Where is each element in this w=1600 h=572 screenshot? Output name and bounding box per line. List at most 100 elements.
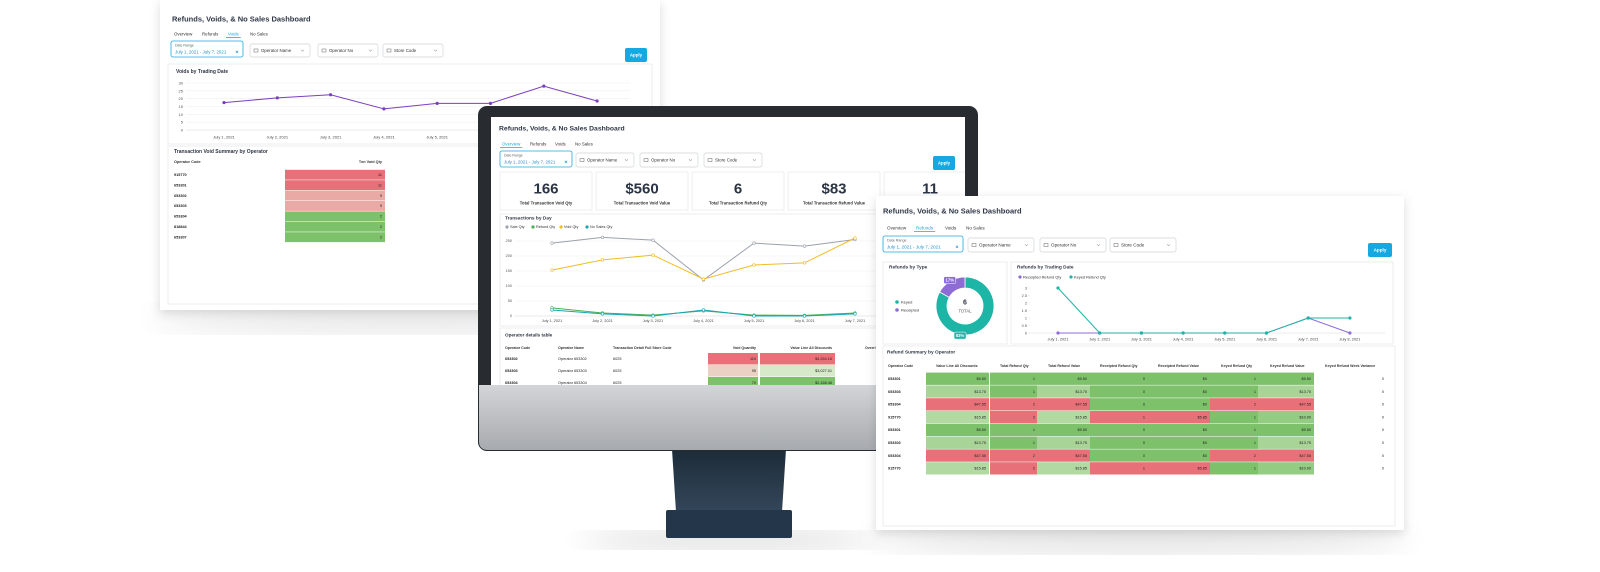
heat-cell <box>1258 436 1314 449</box>
table-cell: 2 <box>380 215 382 219</box>
value-label-bg <box>953 331 967 340</box>
heat-cell <box>1037 372 1090 385</box>
apply-button[interactable] <box>933 156 955 170</box>
table-cell: 0 <box>1382 441 1384 445</box>
filter-select[interactable] <box>249 43 311 58</box>
tab[interactable]: Overview <box>887 226 907 231</box>
heat-cell <box>1037 423 1090 437</box>
heat-cell <box>285 211 385 222</box>
tab[interactable]: Overview <box>174 32 193 37</box>
filter-icon <box>579 158 585 162</box>
heat-cell <box>1037 398 1090 411</box>
data-point <box>600 312 605 316</box>
x-tick-label: July 3, 2021 <box>1131 337 1152 342</box>
filter-select[interactable] <box>639 152 699 168</box>
column-header: Total Refund Qty <box>1000 364 1029 368</box>
data-point <box>752 314 756 318</box>
table-cell: 1 <box>1254 390 1256 394</box>
heat-cell <box>1037 462 1090 475</box>
clear-icon[interactable] <box>564 160 568 164</box>
table-cell: $5.50 <box>976 428 986 432</box>
apply-label[interactable]: Apply <box>630 53 643 58</box>
filter-select[interactable] <box>967 237 1035 253</box>
data-point <box>802 314 807 318</box>
table-cell: 653304 <box>174 215 188 219</box>
filter-select[interactable] <box>317 43 379 58</box>
series-line <box>1057 287 1350 334</box>
heat-cell <box>990 449 1037 462</box>
data-point <box>550 308 554 312</box>
legend-label: Void Qty <box>564 225 578 229</box>
y-tick-label: 20 <box>179 96 184 101</box>
filter-select[interactable] <box>575 152 635 168</box>
series-line <box>223 85 598 110</box>
table-cell: 0 <box>1143 390 1145 394</box>
tab[interactable]: No Sales <box>966 226 985 231</box>
clear-icon[interactable] <box>235 50 239 54</box>
tab[interactable]: Refunds <box>916 226 934 231</box>
heat-cell <box>990 411 1037 424</box>
apply-label[interactable]: Apply <box>1374 248 1387 253</box>
data-point <box>651 314 655 318</box>
date-range-picker[interactable] <box>170 40 244 58</box>
filter-select[interactable] <box>1109 237 1177 253</box>
filter-select[interactable] <box>382 43 444 58</box>
tab[interactable]: No Sales <box>575 142 594 147</box>
legend-swatch <box>895 300 899 304</box>
date-range-picker[interactable] <box>882 235 964 253</box>
table-cell: $0 <box>1203 377 1207 381</box>
apply-button[interactable] <box>625 48 647 62</box>
filter-label: Store Code <box>394 48 417 53</box>
table-cell: 915770 <box>888 415 901 419</box>
clear-icon[interactable] <box>955 245 959 249</box>
filter-icon <box>971 243 977 247</box>
chevron <box>1024 244 1029 247</box>
tab[interactable]: Overview <box>502 142 521 147</box>
table-cell: 6025 <box>613 369 621 373</box>
date-range-picker[interactable] <box>499 150 573 168</box>
tab[interactable]: Voids <box>945 226 957 231</box>
data-point <box>1056 286 1060 290</box>
data-point <box>1181 331 1185 335</box>
heat-cell <box>926 398 989 411</box>
data-point <box>550 241 554 245</box>
table-cell: 2 <box>1254 454 1256 458</box>
legend-swatch <box>1069 275 1073 279</box>
table-cell: 11 <box>378 183 382 187</box>
heat-cell <box>285 180 385 191</box>
kpi-label: Total Transaction Void Value <box>614 201 671 206</box>
tab[interactable]: Refunds <box>530 142 547 147</box>
x-tick-label: July 4, 2021 <box>373 135 395 140</box>
filter-select[interactable] <box>1039 237 1107 253</box>
table-cell: 2 <box>1033 454 1035 458</box>
data-point <box>1306 316 1310 320</box>
table-cell: 1 <box>1033 441 1035 445</box>
table-cell: 653304 <box>505 381 519 385</box>
filter-label: Operator No <box>651 158 676 163</box>
tab[interactable]: No Sales <box>250 32 269 37</box>
table-cell: $47.55 <box>1299 454 1311 458</box>
y-tick-label: 30 <box>179 81 184 86</box>
table-cell: 6025 <box>613 357 621 361</box>
apply-button[interactable] <box>1368 243 1392 257</box>
tab[interactable]: Refunds <box>202 32 219 37</box>
chart-title: Refunds by Type <box>889 265 928 271</box>
apply-label[interactable]: Apply <box>938 161 951 166</box>
heat-cell <box>990 385 1037 398</box>
table-cell: 653307 <box>174 235 187 239</box>
table-cell: 0 <box>1143 377 1145 381</box>
heat-cell <box>1258 398 1314 411</box>
y-tick-label: 15 <box>179 104 184 109</box>
column-header: Value Line All Discounts <box>790 346 832 350</box>
heat-cell <box>1090 423 1148 437</box>
x-tick-label: July 2, 2021 <box>1089 337 1110 342</box>
table-cell: 0 <box>1382 428 1384 432</box>
filter-select[interactable] <box>703 152 763 168</box>
chevron <box>368 49 373 52</box>
chevron <box>752 159 757 162</box>
legend-swatch <box>531 225 535 229</box>
tab[interactable]: Voids <box>228 32 240 37</box>
tab[interactable]: Voids <box>555 142 567 147</box>
x-tick-label: July 2, 2021 <box>592 319 612 323</box>
